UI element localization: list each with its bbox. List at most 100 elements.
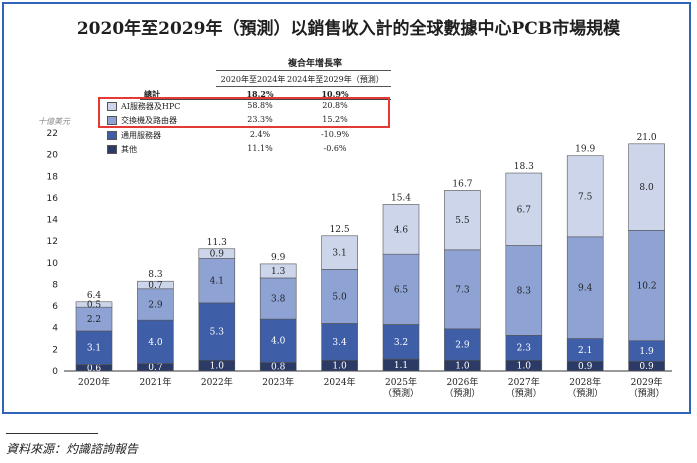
x-tick-label: 2027年 [508, 376, 540, 388]
legend-swatch-ai [107, 102, 117, 111]
segment-label: 3.8 [271, 295, 286, 305]
y-tick-label: 0 [52, 367, 58, 377]
bar-segment [505, 334, 543, 361]
segment-label: 5.5 [455, 216, 470, 226]
total-label: 18.3 [514, 162, 534, 172]
segment-label: 1.0 [210, 362, 225, 372]
total-label: 6.4 [87, 291, 102, 301]
x-tick-label: （預測） [567, 387, 603, 399]
legend-label-general: 通用服務器 [121, 131, 161, 140]
bar-segment [137, 280, 174, 290]
bar-segment [198, 302, 236, 361]
legend-label-other: 其他 [121, 145, 137, 154]
segment-label: 2.3 [517, 344, 532, 354]
segment-label: 5.3 [210, 328, 225, 338]
cagr-total-v1: 18.2% [246, 89, 274, 99]
y-tick-label: 22 [47, 129, 58, 139]
bar-segment [321, 269, 358, 324]
legend-v1-general: 2.4% [249, 130, 271, 139]
bar-segment [382, 204, 420, 255]
x-tick-label: （預測） [383, 387, 419, 399]
segment-label: 10.2 [637, 282, 657, 292]
y-tick-label: 20 [47, 151, 59, 161]
bar-segment [259, 277, 297, 320]
highlight-box [98, 97, 390, 128]
cagr-rule-2 [216, 86, 391, 87]
legend-v1-switch: 23.3% [247, 115, 273, 124]
legend-label-ai: AI服務器及HPC [121, 102, 181, 111]
cagr-col1-header: 2020年至2024年 [220, 75, 286, 84]
bar-segment [75, 330, 113, 365]
legend-swatch-other [107, 145, 117, 154]
bar-segment [566, 155, 604, 238]
y-tick-label: 16 [47, 194, 59, 204]
segment-label: 0.8 [271, 363, 286, 373]
segment-label: 2.1 [578, 346, 592, 356]
cagr-header: 複合年增長率 [287, 59, 342, 69]
x-tick-label: 2020年 [78, 376, 110, 388]
segment-label: 8.0 [639, 183, 654, 193]
y-tick-label: 14 [47, 216, 59, 226]
y-tick-label: 10 [47, 259, 59, 269]
x-tick-label: 2023年 [262, 376, 294, 388]
segment-label: 6.5 [394, 285, 409, 295]
segment-label: 0.9 [578, 362, 593, 372]
y-tick-label: 12 [47, 237, 58, 247]
total-label: 12.5 [330, 225, 350, 235]
total-label: 15.4 [391, 193, 411, 203]
cagr-col2-header: 2024年至2029年（預測） [287, 75, 384, 84]
segment-label: 1.0 [517, 362, 532, 372]
bar-segment [444, 249, 481, 330]
bar-segment [628, 143, 665, 231]
bar-segment [566, 236, 604, 339]
segment-label: 6.7 [517, 205, 532, 215]
x-tick-label: 2029年 [631, 376, 663, 388]
legend-swatch-switch [107, 116, 117, 125]
legend-v1-other: 11.1% [247, 144, 273, 153]
segment-label: 3.1 [332, 249, 346, 259]
segment-label: 0.9 [639, 362, 654, 372]
segment-label: 1.9 [639, 347, 654, 357]
cagr-total-v2: 10.9% [321, 89, 349, 99]
x-tick-label: （預測） [444, 387, 480, 399]
x-tick-label: 2024年 [324, 376, 356, 388]
segment-label: 1.0 [332, 362, 347, 372]
cagr-total-label: 總計 [144, 89, 160, 99]
segment-label: 0.7 [148, 363, 163, 373]
segment-label: 1.1 [394, 361, 408, 371]
y-tick-label: 18 [47, 172, 59, 182]
total-label: 8.3 [148, 270, 163, 280]
bar-segment [259, 318, 297, 363]
footer-rule [6, 433, 98, 434]
legend-v1-ai: 58.8% [247, 101, 273, 110]
x-tick-label: 2026年 [446, 376, 478, 388]
segment-label: 0.6 [87, 364, 102, 374]
bar-segment [505, 245, 543, 336]
bar-segment [444, 190, 481, 251]
segment-label: 2.2 [87, 315, 101, 325]
segment-label: 1.0 [455, 362, 470, 372]
x-tick-label: 2028年 [569, 376, 601, 388]
chart-title: 2020年至2029年（預測）以銷售收入計的全球數據中心PCB市場規模 [76, 19, 621, 39]
segment-label: 2.9 [148, 300, 163, 310]
segment-label: 7.3 [455, 285, 470, 295]
total-label: 16.7 [452, 179, 472, 189]
cagr-rule [216, 70, 391, 71]
y-tick-label: 4 [52, 324, 58, 334]
bar-segment [198, 258, 236, 304]
segment-label: 9.4 [578, 284, 593, 294]
segment-label: 4.1 [210, 277, 224, 287]
bar-segment [137, 288, 174, 321]
y-tick-label: 2 [52, 345, 58, 355]
x-tick-label: （預測） [629, 387, 665, 399]
segment-label: 4.0 [271, 337, 286, 347]
segment-label: 0.5 [87, 300, 102, 310]
legend-v2-switch: 15.2% [322, 115, 348, 124]
total-label: 19.9 [575, 145, 595, 155]
source-note: 資料來源：灼識諮詢報告 [6, 442, 139, 456]
x-tick-label: （預測） [506, 387, 542, 399]
segment-label: 2.9 [455, 340, 470, 350]
segment-label: 7.5 [578, 192, 593, 202]
segment-label: 8.3 [517, 286, 532, 296]
